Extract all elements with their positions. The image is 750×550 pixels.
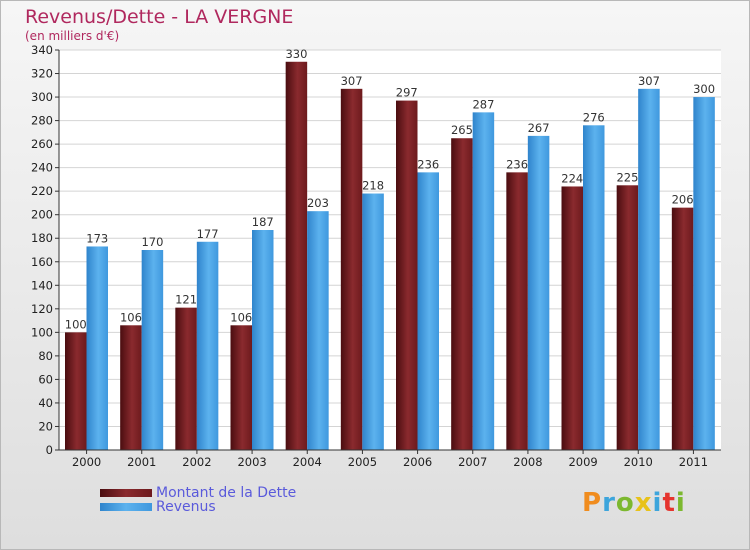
data-label-dette: 121 bbox=[175, 293, 197, 307]
data-label-dette: 307 bbox=[341, 74, 363, 88]
bar-dette bbox=[120, 325, 142, 450]
y-tick-label: 260 bbox=[31, 137, 53, 151]
logo-letter: o bbox=[615, 488, 635, 518]
data-label-revenus: 307 bbox=[638, 74, 660, 88]
data-label-dette: 265 bbox=[451, 123, 473, 137]
y-tick-label: 20 bbox=[38, 419, 53, 433]
y-tick-label: 40 bbox=[38, 396, 53, 410]
x-tick-label: 2005 bbox=[348, 455, 377, 469]
logo-letter: P bbox=[582, 488, 603, 518]
y-tick-label: 60 bbox=[38, 372, 53, 386]
chart-title: Revenus/Dette - LA VERGNE bbox=[25, 6, 294, 28]
data-label-revenus: 187 bbox=[252, 215, 274, 229]
data-label-revenus: 276 bbox=[583, 110, 605, 124]
bar-dette bbox=[561, 186, 583, 450]
bar-revenus bbox=[141, 250, 164, 450]
y-tick-label: 240 bbox=[31, 161, 53, 175]
logo-letter: r bbox=[602, 488, 616, 518]
y-tick-label: 220 bbox=[31, 184, 53, 198]
x-tick-label: 2006 bbox=[403, 455, 432, 469]
x-tick-label: 2000 bbox=[72, 455, 101, 469]
logo-letter: x bbox=[634, 488, 653, 518]
x-tick-label: 2009 bbox=[568, 455, 597, 469]
plot-area bbox=[59, 50, 721, 450]
bar-revenus bbox=[86, 246, 108, 450]
y-tick-label: 180 bbox=[31, 231, 53, 245]
legend-label-revenus: Revenus bbox=[156, 499, 216, 515]
bar-dette bbox=[65, 332, 87, 450]
bar-dette bbox=[396, 100, 418, 451]
data-label-revenus: 170 bbox=[141, 235, 163, 249]
y-tick-label: 280 bbox=[31, 114, 53, 128]
bar-dette bbox=[230, 325, 252, 450]
data-label-revenus: 177 bbox=[197, 227, 219, 241]
data-label-dette: 330 bbox=[285, 47, 307, 61]
data-label-revenus: 173 bbox=[86, 231, 108, 245]
y-tick-label: 160 bbox=[31, 255, 53, 269]
x-tick-label: 2004 bbox=[293, 455, 322, 469]
bar-revenus bbox=[527, 135, 550, 450]
bar-revenus bbox=[583, 125, 605, 450]
x-tick-label: 2003 bbox=[237, 455, 266, 469]
chart-subtitle: (en milliers d'€) bbox=[25, 29, 120, 43]
y-tick-label: 340 bbox=[31, 43, 53, 57]
bar-revenus bbox=[472, 112, 495, 451]
data-label-revenus: 236 bbox=[417, 157, 439, 171]
y-tick-label: 320 bbox=[31, 67, 53, 81]
data-label-revenus: 300 bbox=[693, 82, 715, 96]
bar-dette bbox=[506, 172, 528, 450]
y-tick-label: 80 bbox=[38, 349, 53, 363]
y-tick-label: 300 bbox=[31, 90, 53, 104]
bar-dette bbox=[671, 207, 694, 450]
y-tick-label: 200 bbox=[31, 208, 53, 222]
data-label-dette: 225 bbox=[616, 170, 638, 184]
logo-letter: t bbox=[662, 488, 676, 518]
data-label-revenus: 267 bbox=[528, 121, 550, 135]
bar-revenus bbox=[307, 211, 329, 450]
data-label-revenus: 203 bbox=[307, 196, 329, 210]
legend-swatch-dette bbox=[100, 489, 152, 497]
x-tick-label: 2008 bbox=[513, 455, 542, 469]
x-tick-label: 2007 bbox=[458, 455, 487, 469]
data-label-dette: 100 bbox=[65, 317, 87, 331]
bar-revenus bbox=[693, 97, 715, 450]
y-tick-label: 0 bbox=[46, 443, 53, 457]
bar-dette bbox=[175, 307, 197, 450]
bar-revenus bbox=[196, 241, 219, 450]
data-label-dette: 224 bbox=[561, 171, 583, 185]
legend: Montant de la Dette Revenus bbox=[100, 485, 297, 515]
y-tick-label: 100 bbox=[31, 325, 53, 339]
y-tick-label: 140 bbox=[31, 278, 53, 292]
logo-letter: i bbox=[675, 488, 686, 518]
x-tick-label: 2010 bbox=[624, 455, 653, 469]
x-tick-label: 2001 bbox=[127, 455, 156, 469]
logo-letter: i bbox=[652, 488, 663, 518]
bar-dette bbox=[451, 138, 473, 450]
y-tick-label: 120 bbox=[31, 302, 53, 316]
data-label-dette: 106 bbox=[230, 310, 252, 324]
bar-revenus bbox=[252, 230, 274, 450]
data-label-dette: 297 bbox=[396, 86, 418, 100]
data-label-revenus: 287 bbox=[472, 97, 494, 111]
legend-item-revenus: Revenus bbox=[100, 499, 296, 515]
x-tick-label: 2011 bbox=[679, 455, 708, 469]
legend-label-dette: Montant de la Dette bbox=[156, 485, 297, 501]
x-tick-label: 2002 bbox=[182, 455, 211, 469]
data-label-dette: 206 bbox=[672, 193, 694, 207]
bar-revenus bbox=[362, 193, 384, 450]
bar-dette bbox=[616, 185, 639, 450]
proxiti-logo: Proxiti bbox=[582, 488, 686, 518]
data-label-revenus: 218 bbox=[362, 179, 384, 193]
data-label-dette: 236 bbox=[506, 157, 528, 171]
legend-item-dette: Montant de la Dette bbox=[100, 485, 297, 501]
bar-dette bbox=[285, 61, 308, 450]
bar-revenus bbox=[638, 88, 660, 450]
data-label-dette: 106 bbox=[120, 310, 142, 324]
legend-swatch-revenus bbox=[100, 503, 152, 511]
bar-dette bbox=[340, 88, 363, 450]
bar-revenus bbox=[417, 172, 439, 450]
